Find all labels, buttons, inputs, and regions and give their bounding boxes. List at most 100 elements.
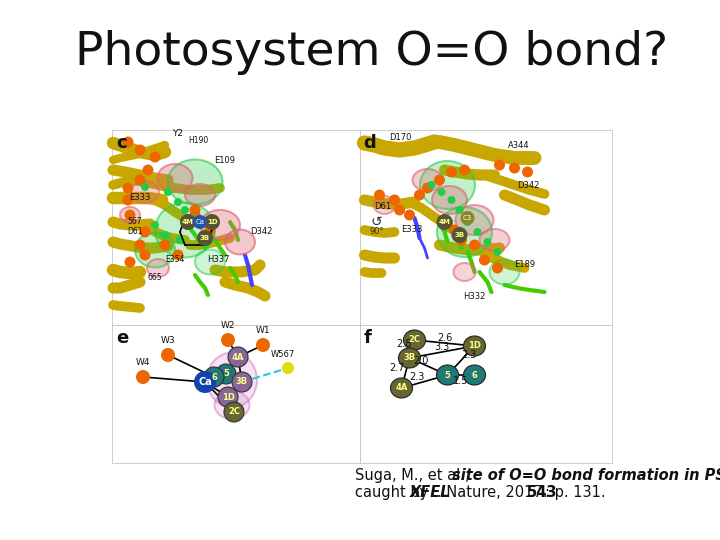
Text: 1D: 1D bbox=[468, 341, 481, 350]
Ellipse shape bbox=[436, 365, 459, 385]
Circle shape bbox=[451, 227, 467, 243]
Text: 4A: 4A bbox=[395, 383, 408, 393]
Circle shape bbox=[469, 240, 480, 251]
Ellipse shape bbox=[480, 229, 510, 251]
Text: site of O=O bond formation in PSII: site of O=O bond formation in PSII bbox=[452, 468, 720, 483]
Ellipse shape bbox=[155, 202, 215, 258]
Text: 2.6: 2.6 bbox=[437, 333, 452, 343]
Circle shape bbox=[180, 214, 196, 230]
Text: Ca: Ca bbox=[196, 219, 204, 225]
Text: 6: 6 bbox=[472, 370, 477, 380]
Text: 5: 5 bbox=[223, 369, 229, 379]
Circle shape bbox=[449, 225, 460, 235]
Circle shape bbox=[434, 174, 445, 186]
Text: 90°: 90° bbox=[369, 227, 384, 237]
Circle shape bbox=[436, 214, 452, 230]
Ellipse shape bbox=[207, 353, 257, 408]
Ellipse shape bbox=[216, 364, 236, 384]
Text: D61: D61 bbox=[127, 227, 143, 237]
Circle shape bbox=[176, 236, 184, 244]
Text: caught by: caught by bbox=[355, 485, 433, 500]
Circle shape bbox=[484, 238, 492, 246]
Circle shape bbox=[461, 211, 474, 225]
Circle shape bbox=[282, 362, 294, 374]
Circle shape bbox=[428, 181, 436, 189]
Circle shape bbox=[256, 338, 270, 352]
Circle shape bbox=[404, 210, 415, 220]
Circle shape bbox=[422, 183, 433, 193]
Text: 665: 665 bbox=[148, 273, 162, 282]
Circle shape bbox=[135, 145, 145, 156]
Circle shape bbox=[140, 226, 150, 238]
Text: E354: E354 bbox=[166, 255, 185, 264]
Text: 5: 5 bbox=[444, 370, 451, 380]
Circle shape bbox=[479, 254, 490, 266]
Circle shape bbox=[140, 249, 150, 260]
Text: . Nature, 2017.: . Nature, 2017. bbox=[437, 485, 552, 500]
Circle shape bbox=[492, 262, 503, 273]
Text: 4M: 4M bbox=[182, 219, 194, 225]
Text: e: e bbox=[116, 329, 128, 347]
Circle shape bbox=[389, 194, 400, 206]
Text: 2C: 2C bbox=[228, 408, 240, 416]
Ellipse shape bbox=[403, 330, 426, 350]
Bar bbox=[112, 325, 359, 463]
Text: E333: E333 bbox=[130, 193, 150, 202]
Circle shape bbox=[122, 183, 133, 193]
Circle shape bbox=[150, 152, 161, 163]
Text: H190: H190 bbox=[188, 136, 208, 145]
Circle shape bbox=[459, 165, 470, 176]
Text: W567: W567 bbox=[271, 350, 295, 359]
Ellipse shape bbox=[158, 164, 192, 192]
Ellipse shape bbox=[432, 186, 467, 214]
Circle shape bbox=[194, 371, 216, 393]
Ellipse shape bbox=[218, 387, 238, 407]
Ellipse shape bbox=[420, 161, 475, 209]
Circle shape bbox=[374, 190, 385, 200]
Text: 2.7: 2.7 bbox=[390, 363, 405, 373]
Circle shape bbox=[522, 166, 533, 178]
Bar bbox=[359, 130, 612, 325]
Text: W2: W2 bbox=[221, 321, 235, 330]
Ellipse shape bbox=[464, 365, 485, 385]
Circle shape bbox=[125, 256, 135, 267]
Text: A344: A344 bbox=[508, 141, 529, 150]
Text: E189: E189 bbox=[515, 260, 536, 269]
Circle shape bbox=[204, 214, 220, 230]
Circle shape bbox=[438, 188, 446, 196]
Bar bbox=[112, 130, 359, 325]
Circle shape bbox=[221, 333, 235, 347]
Text: 543: 543 bbox=[527, 485, 557, 500]
Ellipse shape bbox=[228, 347, 248, 367]
Circle shape bbox=[509, 163, 520, 173]
Circle shape bbox=[161, 348, 175, 362]
Circle shape bbox=[414, 190, 425, 200]
Text: D342: D342 bbox=[518, 180, 540, 190]
Text: D342: D342 bbox=[250, 227, 272, 237]
Text: 3B: 3B bbox=[236, 377, 248, 387]
Text: c: c bbox=[116, 134, 127, 152]
Text: Suga, M., et al.,: Suga, M., et al., bbox=[355, 468, 474, 483]
Circle shape bbox=[173, 249, 184, 260]
Circle shape bbox=[464, 218, 472, 226]
Circle shape bbox=[125, 210, 135, 220]
Text: d: d bbox=[364, 134, 377, 152]
Text: H337: H337 bbox=[207, 255, 229, 264]
Text: W3: W3 bbox=[161, 336, 175, 345]
Circle shape bbox=[448, 196, 456, 204]
Text: XFEL: XFEL bbox=[410, 485, 451, 500]
Text: $\circlearrowleft$: $\circlearrowleft$ bbox=[367, 215, 383, 229]
Circle shape bbox=[394, 205, 405, 215]
Circle shape bbox=[442, 217, 453, 227]
Ellipse shape bbox=[490, 260, 520, 285]
Ellipse shape bbox=[224, 402, 244, 422]
Text: E333: E333 bbox=[402, 225, 423, 234]
Text: W4: W4 bbox=[136, 358, 150, 367]
Circle shape bbox=[141, 183, 149, 191]
Text: 1D: 1D bbox=[207, 219, 217, 225]
Text: 2.0: 2.0 bbox=[413, 356, 428, 367]
Text: C3: C3 bbox=[463, 215, 472, 221]
Text: 2.3: 2.3 bbox=[409, 372, 424, 381]
Circle shape bbox=[160, 240, 171, 251]
Ellipse shape bbox=[464, 336, 485, 356]
